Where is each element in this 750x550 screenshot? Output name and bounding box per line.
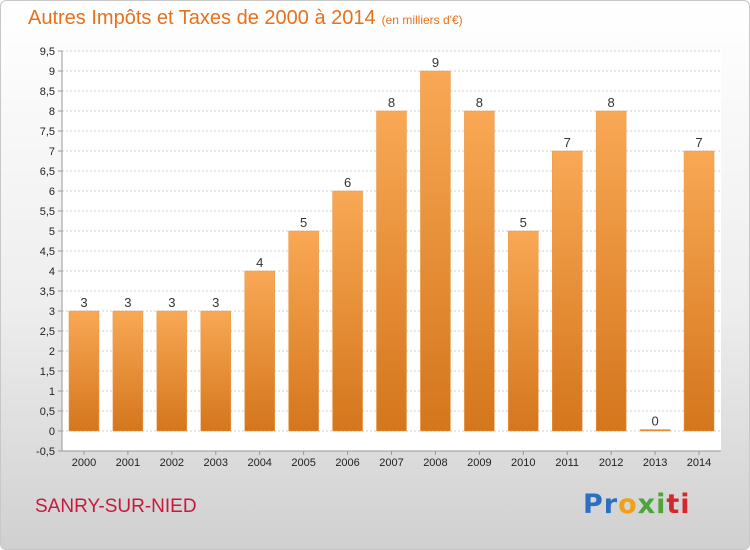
y-tick-label: 3,5 [40, 286, 55, 298]
y-tick-label: 6,5 [40, 166, 55, 178]
y-tick-label: 4 [49, 266, 55, 278]
bar-2006 [332, 190, 363, 432]
data-label-2006: 6 [344, 175, 351, 190]
logo-part-2: o [618, 489, 638, 520]
x-tick-label-2008: 2008 [423, 457, 447, 469]
y-tick-label: -0,5 [36, 446, 55, 458]
data-label-2014: 7 [695, 135, 702, 150]
logo-part-4: ti [666, 489, 691, 520]
bar-2012 [595, 110, 627, 432]
data-label-2007: 8 [388, 95, 395, 110]
data-label-2000: 3 [80, 295, 87, 310]
data-label-2011: 7 [564, 135, 571, 150]
data-label-2003: 3 [212, 295, 219, 310]
data-label-2008: 9 [432, 55, 439, 70]
y-tick-label: 5 [49, 226, 55, 238]
x-tick-label-2007: 2007 [379, 457, 403, 469]
bar-2011 [551, 150, 583, 432]
y-tick-label: 5,5 [40, 206, 55, 218]
logo-part-1: Pr [583, 489, 619, 520]
bar-2000 [68, 310, 100, 432]
y-tick-label: 8 [49, 106, 55, 118]
bar-2002 [156, 310, 188, 432]
title-text: Autres Impôts et Taxes de 2000 à 2014 [28, 7, 376, 29]
y-tick-label: 6 [49, 186, 55, 198]
data-label-2013: 0 [651, 414, 658, 429]
data-label-2012: 8 [608, 95, 615, 110]
y-tick-label: 9 [49, 66, 55, 78]
y-tick-label: 7,5 [40, 126, 55, 138]
x-tick-label-2000: 2000 [72, 457, 96, 469]
y-tick-label: 4,5 [40, 246, 55, 258]
bar-2009 [464, 110, 495, 432]
logo-part-3: xi [637, 489, 667, 520]
y-tick-label: 1,5 [40, 366, 55, 378]
x-tick-label-2004: 2004 [247, 457, 271, 469]
x-tick-label-2005: 2005 [291, 457, 315, 469]
y-tick-label: 9,5 [40, 46, 55, 58]
data-label-2004: 4 [256, 255, 263, 270]
x-tick-label-2012: 2012 [599, 457, 623, 469]
y-tick-label: 3 [49, 306, 55, 318]
bar-2008 [420, 70, 451, 432]
chart-title: Autres Impôts et Taxes de 2000 à 2014 (en… [28, 7, 463, 30]
x-tick-label-2013: 2013 [643, 457, 667, 469]
bar-2001 [112, 310, 144, 432]
data-label-2010: 5 [520, 215, 527, 230]
bar-2010 [508, 230, 539, 432]
y-tick-label: 2,5 [40, 326, 55, 338]
bar-2007 [376, 110, 407, 432]
location-label: SANRY-SUR-NIED [35, 496, 197, 517]
bar-2003 [200, 310, 232, 432]
data-label-2005: 5 [300, 215, 307, 230]
y-tick-label: 0,5 [40, 406, 55, 418]
y-tick-label: 0 [49, 426, 55, 438]
y-tick-label: 2 [49, 346, 55, 358]
x-tick-label-2009: 2009 [467, 457, 491, 469]
unit-note: (en milliers d'€) [381, 13, 463, 27]
bar-2013 [639, 429, 671, 432]
y-tick-label: 1 [49, 386, 55, 398]
data-label-2002: 3 [168, 295, 175, 310]
x-tick-label-2010: 2010 [511, 457, 535, 469]
x-tick-label-2006: 2006 [335, 457, 359, 469]
data-label-2001: 3 [124, 295, 131, 310]
x-tick-label-2011: 2011 [555, 457, 579, 469]
x-tick-label-2014: 2014 [687, 457, 711, 469]
y-tick-label: 7 [49, 146, 55, 158]
bar-2004 [244, 270, 275, 432]
x-tick-label-2001: 2001 [116, 457, 140, 469]
x-tick-label-2002: 2002 [160, 457, 184, 469]
proxiti-logo[interactable]: Proxiti [583, 489, 691, 520]
y-tick-label: 8,5 [40, 86, 55, 98]
data-label-2009: 8 [476, 95, 483, 110]
bar-2005 [288, 230, 319, 432]
x-tick-label-2003: 2003 [204, 457, 228, 469]
bar-2014 [683, 150, 715, 432]
